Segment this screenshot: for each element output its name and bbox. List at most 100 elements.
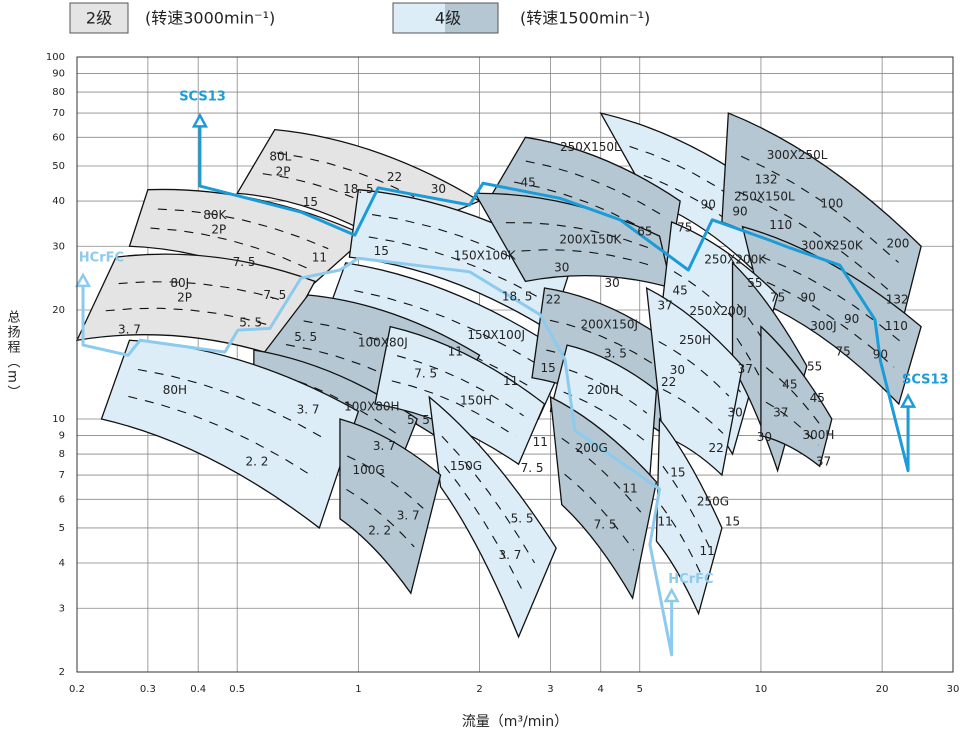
y-tick-label: 50 xyxy=(52,161,65,172)
y-tick-label: 9 xyxy=(59,431,65,442)
x-tick-label: 10 xyxy=(755,684,768,695)
region-label: 22 xyxy=(546,293,561,307)
material-line xyxy=(81,256,674,657)
region-label: 300J xyxy=(810,319,836,333)
arrow-head xyxy=(191,112,209,128)
curve-dashes xyxy=(346,488,415,548)
legend-swatch xyxy=(445,3,498,33)
y-tick-label: 7 xyxy=(59,470,65,481)
x-tick-label: 4 xyxy=(598,684,604,695)
region-label: 2P xyxy=(177,290,192,304)
x-tick-label: 3 xyxy=(547,684,553,695)
curve-dashes xyxy=(549,319,653,364)
region-label: 250G xyxy=(697,494,729,508)
region-label: 90 xyxy=(701,198,716,212)
region-label: 11 xyxy=(448,345,463,359)
curve-dashes xyxy=(765,367,823,428)
x-tick-label: 0.2 xyxy=(69,684,85,695)
legend-swatch xyxy=(393,3,445,33)
region-label: 100G xyxy=(352,463,384,477)
region-label: 11 xyxy=(312,251,327,265)
x-tick-label: 0.5 xyxy=(229,684,245,695)
pump-region xyxy=(100,339,360,530)
x-tick-label: 0.3 xyxy=(140,684,156,695)
region-label: 65 xyxy=(637,225,652,239)
legend-label: 4级 xyxy=(435,9,461,28)
region-label: 18. 5 xyxy=(343,182,374,196)
curve-dashes xyxy=(443,465,524,593)
region-label: 80H xyxy=(163,383,187,397)
material-label: HCrFC xyxy=(79,251,124,266)
region-label: 250X200J xyxy=(689,304,747,318)
region-label: 7. 5 xyxy=(263,288,286,302)
region-label: 15 xyxy=(303,195,318,209)
x-tick-label: 1 xyxy=(355,684,361,695)
region-label: 15 xyxy=(374,244,389,258)
region-label: 5. 5 xyxy=(239,316,262,330)
y-tick-label: 30 xyxy=(52,241,65,252)
region-label: 3. 7 xyxy=(373,439,396,453)
curve-dashes xyxy=(368,236,542,300)
pump-region xyxy=(741,225,922,406)
curve-dashes xyxy=(761,256,901,342)
region-label: 22 xyxy=(661,375,676,389)
curve-dashes xyxy=(568,369,648,414)
region-label: 110 xyxy=(885,319,908,333)
region-label: 7. 5 xyxy=(594,517,617,531)
region-label: 80L xyxy=(269,150,291,164)
region-label: 3. 7 xyxy=(499,548,522,562)
region-label: 11 xyxy=(503,374,518,388)
curve-dashes xyxy=(643,174,751,239)
region-label: 5. 5 xyxy=(294,330,317,344)
curve-dashes xyxy=(303,320,451,375)
curve-dashes xyxy=(738,191,892,294)
region-label: 55 xyxy=(807,360,822,374)
region-label: 55 xyxy=(747,276,762,290)
material-label: SCS13 xyxy=(902,373,949,388)
region-label: 3. 5 xyxy=(604,347,627,361)
pump-region xyxy=(474,192,673,289)
region-label: 30 xyxy=(554,261,569,275)
legend-note: (转速1500min⁻¹) xyxy=(520,9,650,28)
region-label: 37 xyxy=(773,405,788,419)
region-label: 200 xyxy=(887,237,910,251)
y-tick-label: 2 xyxy=(59,667,65,678)
legend-swatch xyxy=(69,2,129,34)
region-label: 90 xyxy=(873,348,888,362)
region-label: 45 xyxy=(520,176,535,190)
region-label: 30 xyxy=(431,182,446,196)
region-label: 80K xyxy=(203,208,227,222)
curve-dashes xyxy=(157,208,329,250)
region-label: 11 xyxy=(657,514,672,528)
region-label: 30 xyxy=(728,405,743,419)
pump-region xyxy=(655,417,723,616)
region-label: 100X80H xyxy=(344,399,399,413)
y-tick-label: 6 xyxy=(59,494,65,505)
region-label: 150H xyxy=(460,394,492,408)
region-label: 200H xyxy=(587,383,619,397)
curve-dashes xyxy=(391,380,516,437)
curve-dashes xyxy=(629,145,758,215)
x-tick-label: 0.4 xyxy=(190,684,206,695)
region-label: 80J xyxy=(170,276,189,290)
x-tick-label: 5 xyxy=(637,684,643,695)
curve-dashes xyxy=(396,355,524,417)
legend: 2级 (转速3000min⁻¹) 4级 (转速1500min⁻¹) xyxy=(69,2,650,34)
lines: SCS13 SCS13 HCrFC HCrFC xyxy=(74,90,949,657)
region-label: 2P xyxy=(211,222,226,236)
legend-frame xyxy=(392,2,499,34)
region-label: 90 xyxy=(800,290,815,304)
region-label: 132 xyxy=(886,293,909,307)
region-label: 45 xyxy=(673,283,688,297)
curve-dashes xyxy=(346,455,424,509)
y-tick-label: 10 xyxy=(52,414,65,425)
curve-dashes xyxy=(740,155,899,263)
region-label: 132 xyxy=(755,173,778,187)
region-label: 200G xyxy=(576,441,608,455)
y-tick-label: 100 xyxy=(46,52,65,63)
curve-dashes xyxy=(662,465,711,548)
region-label: 75 xyxy=(677,220,692,234)
region-label: 300X250L xyxy=(767,148,828,162)
region-label: 90 xyxy=(732,205,747,219)
pump-region xyxy=(645,286,744,477)
